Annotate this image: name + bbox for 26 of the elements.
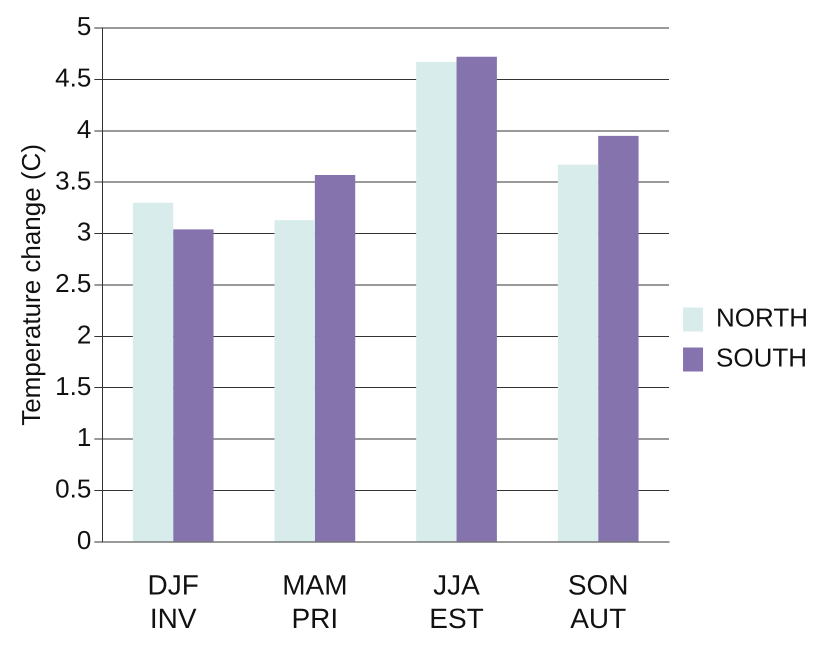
legend-label: NORTH (716, 302, 808, 333)
x-tick-label: DJF INV (148, 569, 199, 634)
bar (558, 164, 598, 542)
bar (598, 136, 639, 542)
bar (456, 56, 497, 542)
y-tick-label: 1 (76, 422, 92, 452)
y-tick-label: 3 (76, 216, 92, 247)
y-axis-title: Temperature change (C) (16, 144, 46, 426)
legend-label: SOUTH (716, 342, 808, 373)
x-tick-label: JJA EST (429, 569, 484, 634)
y-tick-label: 5 (76, 11, 92, 42)
y-tick-label: 2 (76, 319, 92, 350)
y-tick-label: 1.5 (55, 370, 92, 401)
y-tick-label: 0 (76, 524, 92, 555)
bar (173, 229, 214, 542)
x-tick-label: SON AUT (568, 569, 629, 634)
y-tick-label: 4 (76, 114, 92, 144)
bar (416, 62, 457, 542)
x-tick-label: MAM PRI (282, 569, 348, 634)
bar (132, 202, 174, 542)
bar (274, 220, 315, 542)
y-tick-label: 3.5 (55, 165, 92, 196)
y-tick-label: 4.5 (55, 62, 92, 93)
bar (314, 174, 356, 542)
y-tick-label: 2.5 (55, 268, 92, 298)
y-tick-label: 0.5 (55, 474, 92, 504)
